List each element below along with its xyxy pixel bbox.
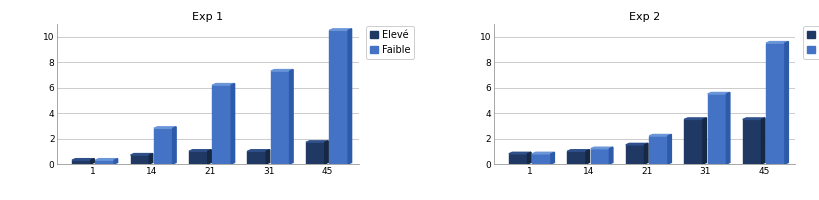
Bar — [590, 149, 609, 164]
Polygon shape — [765, 42, 787, 43]
Polygon shape — [532, 152, 554, 154]
Polygon shape — [649, 134, 671, 136]
Polygon shape — [702, 118, 706, 164]
Bar — [72, 160, 91, 164]
Polygon shape — [742, 118, 764, 119]
Bar — [212, 85, 231, 164]
Polygon shape — [784, 42, 787, 164]
Polygon shape — [550, 152, 554, 164]
Legend: Elevé, Faible: Elevé, Faible — [803, 26, 819, 59]
Polygon shape — [207, 150, 211, 164]
Polygon shape — [266, 150, 269, 164]
Polygon shape — [761, 118, 764, 164]
Bar — [742, 119, 761, 164]
Bar — [508, 154, 527, 164]
Title: Exp 2: Exp 2 — [628, 12, 659, 22]
Polygon shape — [305, 141, 328, 142]
Polygon shape — [154, 127, 176, 128]
Bar — [247, 151, 266, 164]
Polygon shape — [567, 150, 589, 151]
Title: Exp 1: Exp 1 — [192, 12, 224, 22]
Bar — [154, 128, 173, 164]
Polygon shape — [91, 159, 94, 164]
Bar — [625, 145, 644, 164]
Legend: Elevé, Faible: Elevé, Faible — [366, 26, 414, 59]
Bar — [329, 30, 348, 164]
Bar — [707, 94, 726, 164]
Bar — [270, 71, 289, 164]
Polygon shape — [114, 159, 117, 164]
Polygon shape — [289, 70, 292, 164]
Polygon shape — [329, 29, 351, 30]
Polygon shape — [683, 118, 706, 119]
Polygon shape — [508, 152, 531, 154]
Bar — [567, 151, 586, 164]
Polygon shape — [586, 150, 589, 164]
Polygon shape — [667, 134, 671, 164]
Polygon shape — [726, 92, 729, 164]
Polygon shape — [212, 84, 234, 85]
Bar — [95, 160, 114, 164]
Polygon shape — [95, 159, 117, 160]
Polygon shape — [173, 127, 176, 164]
Polygon shape — [149, 154, 152, 164]
Bar — [532, 154, 550, 164]
Polygon shape — [590, 147, 612, 149]
Polygon shape — [72, 159, 94, 160]
Polygon shape — [324, 141, 328, 164]
Polygon shape — [527, 152, 531, 164]
Bar — [683, 119, 702, 164]
Polygon shape — [707, 92, 729, 94]
Polygon shape — [609, 147, 612, 164]
Bar — [188, 151, 207, 164]
Polygon shape — [644, 143, 647, 164]
Polygon shape — [270, 70, 292, 71]
Bar — [130, 155, 149, 164]
Polygon shape — [188, 150, 211, 151]
Bar — [305, 142, 324, 164]
Polygon shape — [625, 143, 647, 145]
Polygon shape — [231, 84, 234, 164]
Polygon shape — [247, 150, 269, 151]
Bar — [649, 136, 667, 164]
Polygon shape — [348, 29, 351, 164]
Bar — [765, 43, 784, 164]
Polygon shape — [130, 154, 152, 155]
